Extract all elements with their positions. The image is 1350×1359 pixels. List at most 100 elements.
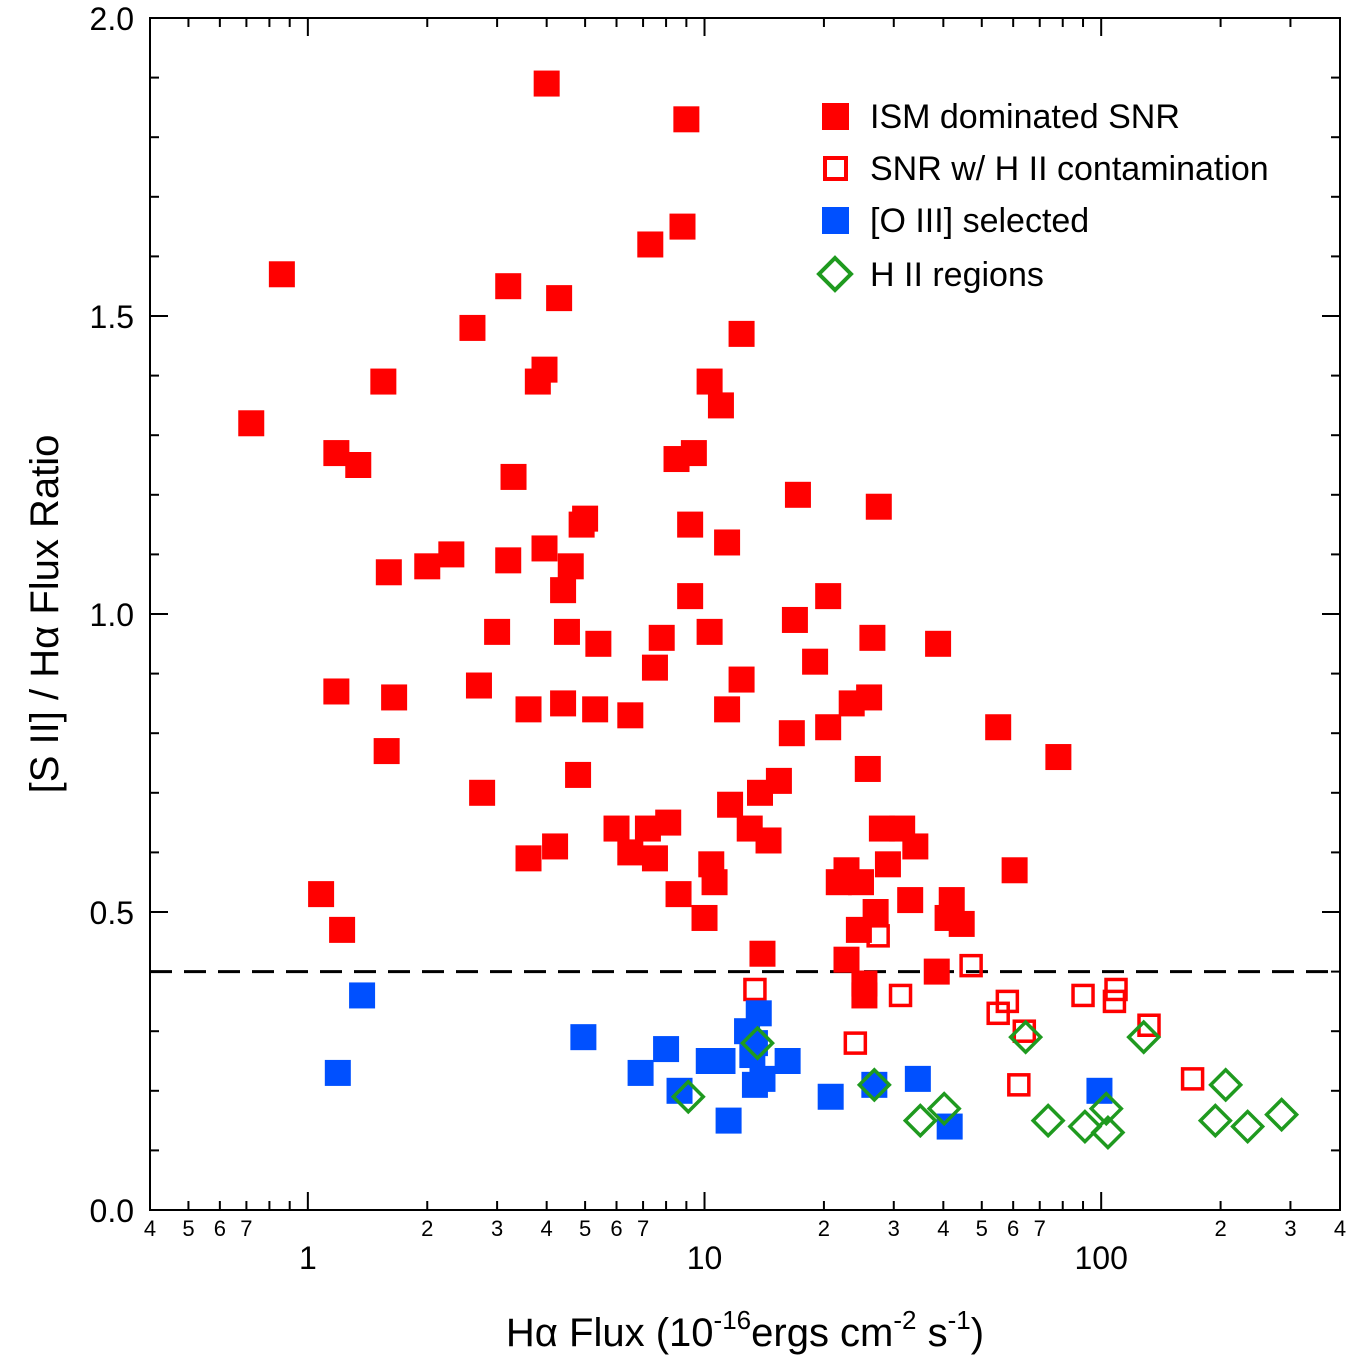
ism-snr-point xyxy=(381,684,408,711)
ism-snr-point xyxy=(531,356,558,383)
ism-snr-point xyxy=(815,714,842,741)
ism-snr-point xyxy=(637,231,664,258)
oiii-selected-point xyxy=(709,1048,736,1074)
hii-contaminated-snr-point xyxy=(1007,1073,1031,1097)
hii-region-point xyxy=(1090,1115,1126,1150)
ism-snr-point xyxy=(938,887,965,914)
ism-snr-point xyxy=(847,869,874,896)
x-minor-tick-label: 5 xyxy=(182,1216,194,1241)
x-minor-tick-label: 2 xyxy=(1214,1216,1226,1241)
ism-snr-point xyxy=(985,714,1012,741)
hii-contaminated-snr-point xyxy=(1071,983,1095,1008)
x-minor-tick-label: 6 xyxy=(610,1216,622,1241)
x-minor-tick-label: 3 xyxy=(888,1216,900,1241)
oiii-selected-point xyxy=(627,1059,654,1086)
oiii-selected-point xyxy=(653,1036,680,1063)
ism-snr-point xyxy=(701,869,728,896)
hii-region-point xyxy=(1264,1097,1300,1133)
x-minor-tick-label: 2 xyxy=(818,1216,830,1241)
ism-snr-point xyxy=(550,577,577,604)
x-minor-tick-label: 7 xyxy=(240,1216,252,1241)
ism-snr-point xyxy=(680,440,707,467)
ism-snr-point xyxy=(897,887,924,914)
ism-snr-point xyxy=(677,511,704,538)
ism-snr-point xyxy=(778,720,805,747)
legend-marker-ism-snr xyxy=(822,103,849,130)
ism-snr-point xyxy=(565,761,592,788)
hii-region-point xyxy=(1208,1067,1244,1103)
oiii-selected-point xyxy=(861,1071,888,1098)
hii-contaminated-snr-point xyxy=(1180,1067,1205,1091)
oiii-selected-point xyxy=(349,982,376,1009)
ism-snr-point xyxy=(617,839,644,866)
ism-snr-point xyxy=(833,946,860,973)
ism-snr-point xyxy=(781,606,808,633)
ism-snr-point xyxy=(533,70,560,97)
ism-snr-point xyxy=(557,553,584,580)
axis-ticks xyxy=(149,17,1341,1211)
y-axis-title: [S II] / Hα Flux Ratio xyxy=(23,435,67,794)
ism-snr-point xyxy=(923,958,950,985)
hii-contaminated-snr-point xyxy=(743,977,767,1002)
ism-snr-point xyxy=(862,899,889,925)
oiii-selected-point xyxy=(904,1065,931,1092)
oiii-selected-point xyxy=(324,1059,351,1086)
legend-marker-oiii-selected xyxy=(822,207,849,234)
ism-snr-point xyxy=(851,982,878,1009)
ism-snr-point xyxy=(553,618,580,645)
ism-snr-point xyxy=(459,314,486,341)
ism-snr-point xyxy=(874,851,901,878)
ism-snr-point xyxy=(673,106,700,133)
x-minor-tick-label: 4 xyxy=(1334,1216,1346,1241)
ism-snr-point xyxy=(641,654,668,681)
y-tick-label: 0.0 xyxy=(90,1193,134,1229)
ism-snr-point xyxy=(714,696,741,723)
ism-snr-point xyxy=(572,505,599,532)
ism-snr-point xyxy=(484,618,511,645)
ism-snr-point xyxy=(438,541,465,568)
ism-snr-point xyxy=(585,630,612,657)
hii-region-point xyxy=(926,1091,962,1127)
oiii-selected-point xyxy=(817,1083,844,1110)
hii-contaminated-snr-point xyxy=(995,989,1020,1014)
ism-snr-point xyxy=(859,624,886,651)
hii-contaminated-snr-point xyxy=(1102,989,1127,1014)
hii-contaminated-snr-point xyxy=(888,983,913,1008)
ism-snr-point xyxy=(815,583,842,610)
hii-region-point xyxy=(1197,1103,1233,1139)
ism-snr-point xyxy=(531,535,558,562)
hii-region-point xyxy=(1088,1091,1124,1127)
ism-snr-point xyxy=(802,648,829,675)
oiii-selected-point xyxy=(745,1000,772,1027)
x-minor-tick-label: 2 xyxy=(421,1216,433,1241)
hii-region-point xyxy=(1030,1103,1066,1139)
x-minor-tick-label: 5 xyxy=(976,1216,988,1241)
x-minor-tick-label: 3 xyxy=(1284,1216,1296,1241)
data-points xyxy=(238,70,1300,1150)
y-tick-label: 1.0 xyxy=(90,597,134,633)
ism-snr-point xyxy=(414,553,441,580)
ism-snr-point xyxy=(495,273,522,300)
x-minor-tick-label: 7 xyxy=(1034,1216,1046,1241)
ism-snr-point xyxy=(550,690,577,717)
hii-region-point xyxy=(856,1067,892,1103)
ism-snr-point xyxy=(669,213,696,240)
ism-snr-point xyxy=(696,368,723,395)
ism-snr-point xyxy=(373,738,400,765)
x-minor-tick-label: 6 xyxy=(1007,1216,1019,1241)
ism-snr-point xyxy=(617,702,644,729)
ism-snr-point xyxy=(375,559,402,586)
hii-region-point xyxy=(670,1079,706,1115)
ism-snr-point xyxy=(714,529,741,556)
hii-region-point xyxy=(902,1103,938,1139)
ism-snr-point xyxy=(1001,857,1028,884)
hii-contaminated-snr-point xyxy=(1104,977,1128,1002)
ism-snr-point xyxy=(728,666,755,693)
ism-snr-point xyxy=(515,696,542,723)
ism-snr-point xyxy=(465,672,492,699)
ism-snr-point xyxy=(925,630,952,657)
hii-region-point xyxy=(1008,1019,1044,1055)
hii-contaminated-snr-point xyxy=(959,953,983,978)
ism-snr-point xyxy=(648,624,675,651)
